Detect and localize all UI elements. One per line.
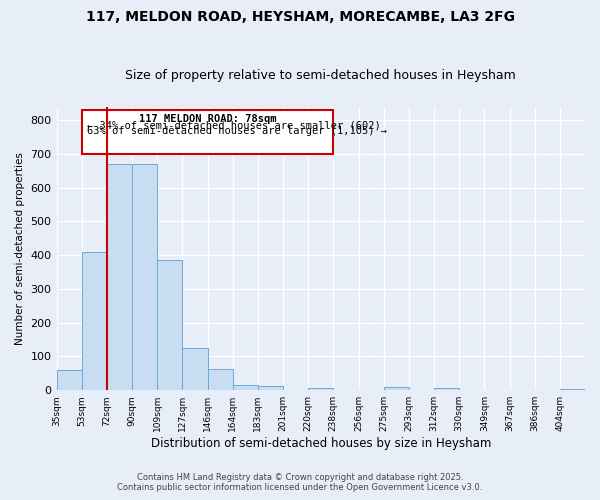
Text: 63% of semi-detached houses are larger (1,105) →: 63% of semi-detached houses are larger (… (87, 126, 387, 136)
Bar (56, 370, 82, 390)
Text: 117, MELDON ROAD, HEYSHAM, MORECAMBE, LA3 2FG: 117, MELDON ROAD, HEYSHAM, MORECAMBE, LA… (86, 10, 515, 24)
X-axis label: Distribution of semi-detached houses by size in Heysham: Distribution of semi-detached houses by … (151, 437, 491, 450)
Bar (208, 370, 233, 390)
Bar (82, 110, 334, 154)
Text: ← 34% of semi-detached houses are smaller (602): ← 34% of semi-detached houses are smalle… (87, 120, 381, 130)
Bar (107, 164, 132, 390)
Bar (383, 387, 409, 390)
Bar (258, 386, 283, 390)
Bar (434, 388, 459, 390)
Bar (132, 164, 157, 390)
Bar (82, 252, 107, 390)
Bar (560, 389, 585, 390)
Bar (157, 260, 182, 390)
Text: 117 MELDON ROAD: 78sqm: 117 MELDON ROAD: 78sqm (139, 114, 276, 124)
Bar (182, 348, 208, 390)
Text: Contains HM Land Registry data © Crown copyright and database right 2025.
Contai: Contains HM Land Registry data © Crown c… (118, 473, 482, 492)
Y-axis label: Number of semi-detached properties: Number of semi-detached properties (15, 152, 25, 345)
Bar (233, 385, 258, 390)
Bar (308, 388, 334, 390)
Title: Size of property relative to semi-detached houses in Heysham: Size of property relative to semi-detach… (125, 69, 516, 82)
